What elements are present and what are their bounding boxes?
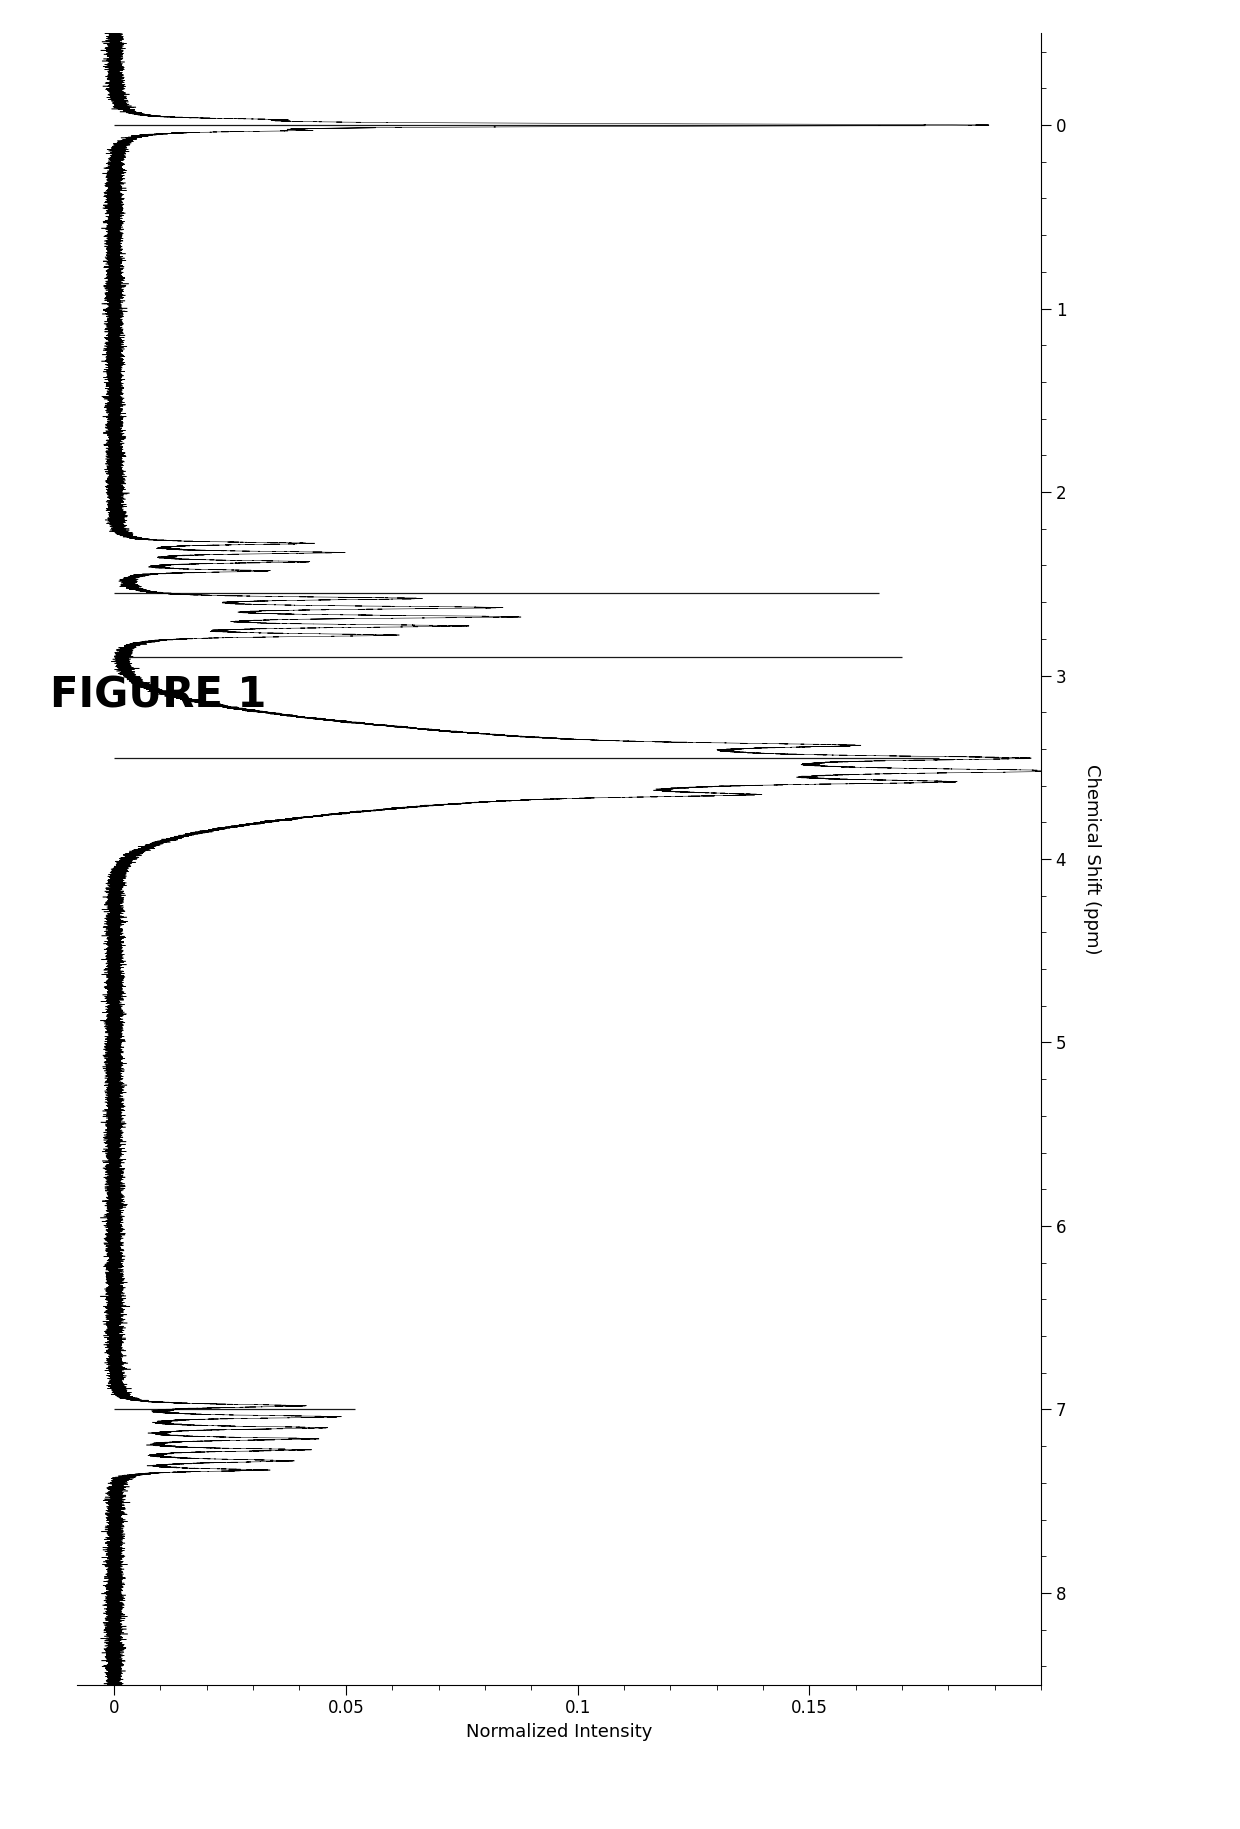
- Text: FIGURE 1: FIGURE 1: [50, 675, 265, 715]
- Y-axis label: Chemical Shift (ppm): Chemical Shift (ppm): [1083, 765, 1101, 955]
- X-axis label: Normalized Intensity: Normalized Intensity: [466, 1723, 652, 1741]
